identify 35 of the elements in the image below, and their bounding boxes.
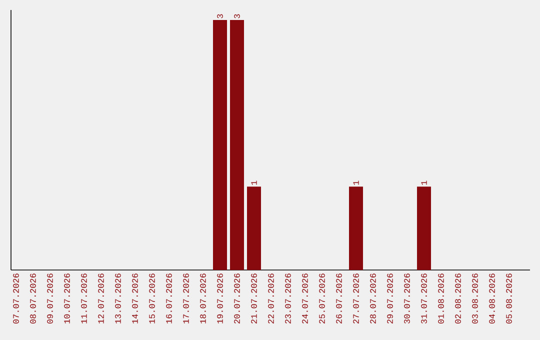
x-tick-label: 08.07.2026 bbox=[30, 274, 36, 324]
x-tick-label: 09.07.2026 bbox=[47, 274, 53, 324]
x-tick-label: 13.07.2026 bbox=[115, 274, 121, 324]
x-tick-label: 05.08.2026 bbox=[506, 274, 512, 324]
data-label: 3 bbox=[217, 14, 223, 18]
x-tick-label: 24.07.2026 bbox=[302, 274, 308, 324]
data-label: 1 bbox=[421, 180, 427, 185]
x-tick-label: 15.07.2026 bbox=[149, 274, 155, 324]
data-label: 1 bbox=[251, 180, 257, 185]
x-tick-label: 14.07.2026 bbox=[132, 274, 138, 324]
x-tick-label: 04.08.2026 bbox=[489, 274, 495, 324]
x-tick-label: 16.07.2026 bbox=[166, 274, 172, 324]
x-tick-label: 12.07.2026 bbox=[98, 274, 104, 324]
x-tick-label: 28.07.2026 bbox=[370, 274, 376, 324]
x-tick-label: 22.07.2026 bbox=[268, 274, 274, 324]
x-tick-label: 19.07.2026 bbox=[217, 274, 223, 324]
x-tick-label: 02.08.2026 bbox=[455, 274, 461, 324]
x-tick-label: 26.07.2026 bbox=[336, 274, 342, 324]
x-tick-label: 31.07.2026 bbox=[421, 274, 427, 324]
x-tick-label: 30.07.2026 bbox=[404, 274, 410, 324]
x-tick-label: 25.07.2026 bbox=[319, 274, 325, 324]
x-tick-label: 11.07.2026 bbox=[81, 274, 87, 324]
data-label: 1 bbox=[353, 180, 359, 185]
x-tick-label: 21.07.2026 bbox=[251, 274, 257, 324]
x-tick-label: 01.08.2026 bbox=[438, 274, 444, 324]
x-tick-label: 10.07.2026 bbox=[64, 274, 70, 324]
x-tick-label: 27.07.2026 bbox=[353, 274, 359, 324]
x-tick-label: 23.07.2026 bbox=[285, 274, 291, 324]
data-label: 3 bbox=[234, 14, 240, 18]
x-tick-label: 17.07.2026 bbox=[183, 274, 189, 324]
x-tick-label: 18.07.2026 bbox=[200, 274, 206, 324]
x-tick-label: 29.07.2026 bbox=[387, 274, 393, 324]
x-tick-label: 07.07.2026 bbox=[13, 274, 19, 324]
x-tick-label: 03.08.2026 bbox=[472, 274, 478, 324]
x-tick-label: 20.07.2026 bbox=[234, 274, 240, 324]
